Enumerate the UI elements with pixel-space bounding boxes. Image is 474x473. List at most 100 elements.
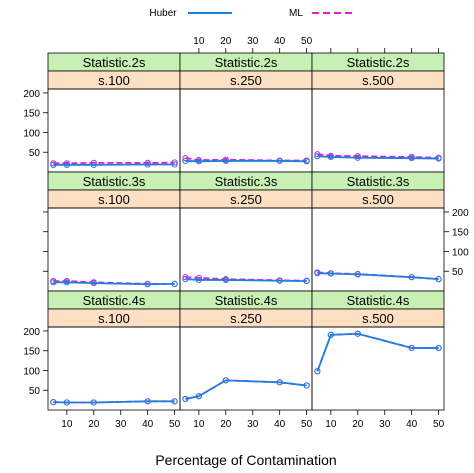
- series-point-huber: [327, 270, 334, 277]
- strip-statistic-label: Statistic.2s: [83, 55, 146, 70]
- series-point-huber: [314, 368, 321, 375]
- series-point-huber: [408, 344, 415, 352]
- x-tick-label: 40: [142, 419, 154, 430]
- strip-statistic-label: Statistic.2s: [215, 55, 278, 70]
- series-point-huber: [276, 379, 283, 386]
- panel-1-1: Statistic.2s s.100: [47, 52, 181, 173]
- series-line-huber: [53, 281, 175, 286]
- series-point-huber: [435, 344, 442, 352]
- x-tick-label: 50: [301, 419, 313, 430]
- series-point-huber: [171, 398, 178, 405]
- strip-statistic-label: Statistic.4s: [347, 293, 410, 308]
- series-point-huber: [354, 154, 361, 161]
- series-point-huber: [144, 281, 151, 288]
- strip-sample-label: s.500: [362, 192, 394, 207]
- y-tick-label: 150: [23, 109, 40, 120]
- strip-sample-label: s.500: [362, 73, 394, 88]
- series-point-huber: [90, 279, 97, 287]
- x-tick-label: 20: [352, 419, 364, 430]
- panel-3-1: Statistic.4s s.100: [47, 290, 181, 411]
- panel-2-2: Statistic.3s s.250: [179, 171, 313, 292]
- x-tick-label: 40: [274, 36, 286, 47]
- series-point-huber: [327, 331, 334, 339]
- panel-1-3: Statistic.2s s.500: [311, 52, 445, 173]
- panel-2-3: Statistic.3s s.500: [311, 171, 445, 292]
- series-point-huber: [195, 158, 202, 165]
- series-point-ml: [182, 155, 189, 162]
- strip-sample-label: s.100: [98, 73, 130, 88]
- series-line-huber: [185, 278, 307, 283]
- x-tick-label: 30: [247, 36, 259, 47]
- series-point-huber: [354, 330, 361, 337]
- y-tick-label: 50: [452, 267, 464, 278]
- legend: Huber ML: [149, 8, 356, 19]
- x-tick-label: 10: [325, 419, 337, 430]
- series-point-huber: [303, 278, 310, 285]
- plot-area: [47, 88, 181, 173]
- strip-sample-label: s.250: [230, 192, 262, 207]
- series-point-huber: [222, 377, 229, 384]
- series-point-huber: [303, 382, 310, 389]
- strip-sample-label: s.100: [98, 311, 130, 326]
- series-line-huber: [317, 272, 439, 281]
- series-point-huber: [195, 393, 202, 400]
- series-point-huber: [327, 153, 334, 161]
- strip-sample-label: s.250: [230, 311, 262, 326]
- axes: 50 100 150 200 50 100 150 200 50 100 150 200 10 20 30 4…: [23, 36, 469, 430]
- series-point-huber: [195, 276, 202, 284]
- series-point-huber: [182, 276, 189, 283]
- x-tick-label: 40: [406, 419, 418, 430]
- strip-statistic-label: Statistic.3s: [83, 174, 146, 189]
- series-point-huber: [354, 271, 361, 278]
- series-point-huber: [90, 161, 97, 168]
- x-tick-label: 20: [88, 419, 100, 430]
- series-point-huber: [408, 274, 415, 281]
- panel-1-2: Statistic.2s s.250: [179, 52, 313, 173]
- series-point-huber: [182, 157, 189, 165]
- x-tick-label: 30: [115, 419, 127, 430]
- series-line-huber: [317, 155, 439, 160]
- x-tick-label: 20: [220, 419, 232, 430]
- series-point-huber: [222, 157, 229, 165]
- series-point-huber: [314, 153, 321, 160]
- series-line-ml: [317, 153, 439, 159]
- strip-statistic-label: Statistic.3s: [215, 174, 278, 189]
- y-tick-label: 100: [23, 366, 40, 377]
- plot-area: [47, 326, 181, 411]
- series-point-huber: [314, 270, 321, 277]
- x-tick-label: 20: [220, 36, 232, 47]
- y-tick-label: 150: [452, 228, 469, 239]
- series-line-huber: [316, 332, 439, 372]
- series-line-huber: [185, 379, 307, 400]
- y-tick-label: 200: [23, 89, 40, 100]
- series-point-huber: [276, 157, 283, 165]
- x-tick-label: 30: [379, 419, 391, 430]
- x-tick-label: 30: [247, 419, 259, 430]
- y-tick-label: 150: [23, 347, 40, 358]
- strip-statistic-label: Statistic.3s: [347, 174, 410, 189]
- strip-statistic-label: Statistic.4s: [83, 293, 146, 308]
- series-point-huber: [144, 398, 151, 405]
- series-point-huber: [63, 399, 70, 406]
- series-point-huber: [50, 279, 57, 286]
- series-point-huber: [182, 395, 189, 403]
- series-point-huber: [222, 276, 229, 284]
- strip-sample-label: s.500: [362, 311, 394, 326]
- series-point-huber: [276, 277, 283, 284]
- panel-3-3: Statistic.4s s.500: [311, 290, 445, 411]
- panel-2-1: Statistic.3s s.100: [47, 171, 181, 292]
- y-tick-label: 100: [23, 128, 40, 139]
- x-tick-label: 50: [169, 419, 181, 430]
- series-line-ml: [53, 161, 175, 165]
- series-point-huber: [50, 161, 57, 168]
- series-point-huber: [435, 276, 442, 283]
- legend-label-ml: ML: [289, 8, 303, 19]
- series-point-huber: [63, 279, 70, 286]
- plot-area: [179, 326, 313, 411]
- x-tick-label: 50: [301, 36, 313, 47]
- y-tick-label: 200: [23, 327, 40, 338]
- series-point-huber: [144, 161, 151, 168]
- strip-statistic-label: Statistic.4s: [215, 293, 278, 308]
- y-tick-label: 100: [452, 247, 469, 258]
